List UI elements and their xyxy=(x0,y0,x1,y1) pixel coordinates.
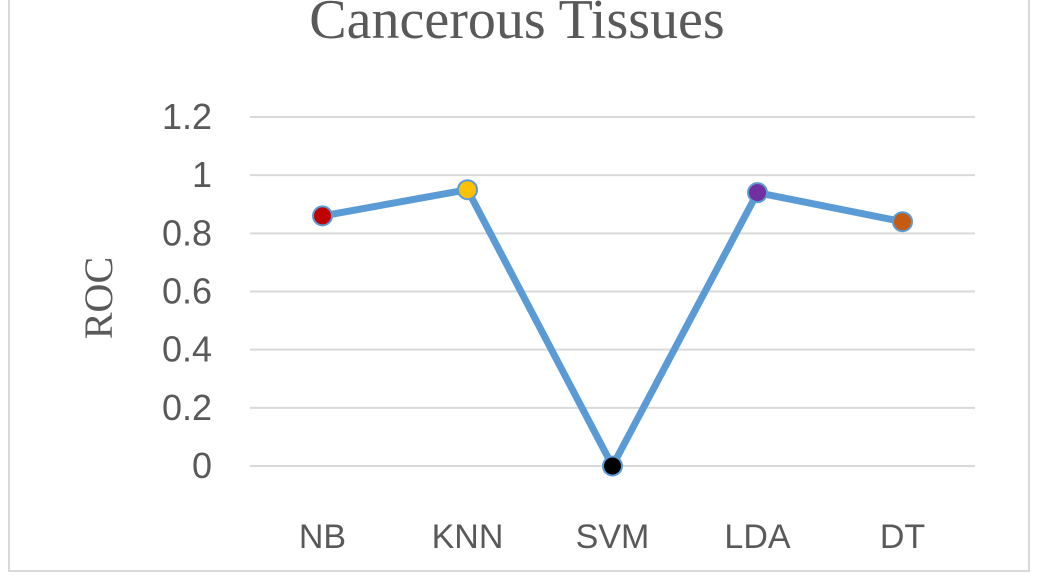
data-point-knn xyxy=(457,179,478,201)
y-axis-ticks: 0 0.2 0.4 0.6 0.8 1 1.2 xyxy=(162,96,212,486)
data-point-lda xyxy=(747,182,768,204)
x-tick-label: SVM xyxy=(576,518,650,556)
data-point-svm xyxy=(602,455,623,477)
x-tick-label: NB xyxy=(299,518,346,556)
x-tick-label: LDA xyxy=(724,518,790,556)
gridlines xyxy=(250,116,975,467)
y-tick-label: 0.6 xyxy=(162,271,212,312)
data-point-nb xyxy=(312,205,333,227)
data-point-dt xyxy=(892,211,913,233)
x-axis-ticks: NB KNN SVM LDA DT xyxy=(299,518,925,556)
series-roc xyxy=(312,179,913,477)
x-tick-label: DT xyxy=(880,518,925,556)
y-tick-label: 1 xyxy=(192,154,212,195)
y-tick-label: 0 xyxy=(192,445,212,486)
y-axis-label: ROC xyxy=(76,257,121,339)
chart-title: Cancerous Tissues xyxy=(309,0,724,51)
y-tick-label: 0.2 xyxy=(162,387,212,428)
x-tick-label: KNN xyxy=(432,518,504,556)
y-tick-label: 0.4 xyxy=(162,329,212,370)
y-tick-label: 1.2 xyxy=(162,96,212,137)
series-line xyxy=(319,186,906,470)
y-tick-label: 0.8 xyxy=(162,212,212,253)
